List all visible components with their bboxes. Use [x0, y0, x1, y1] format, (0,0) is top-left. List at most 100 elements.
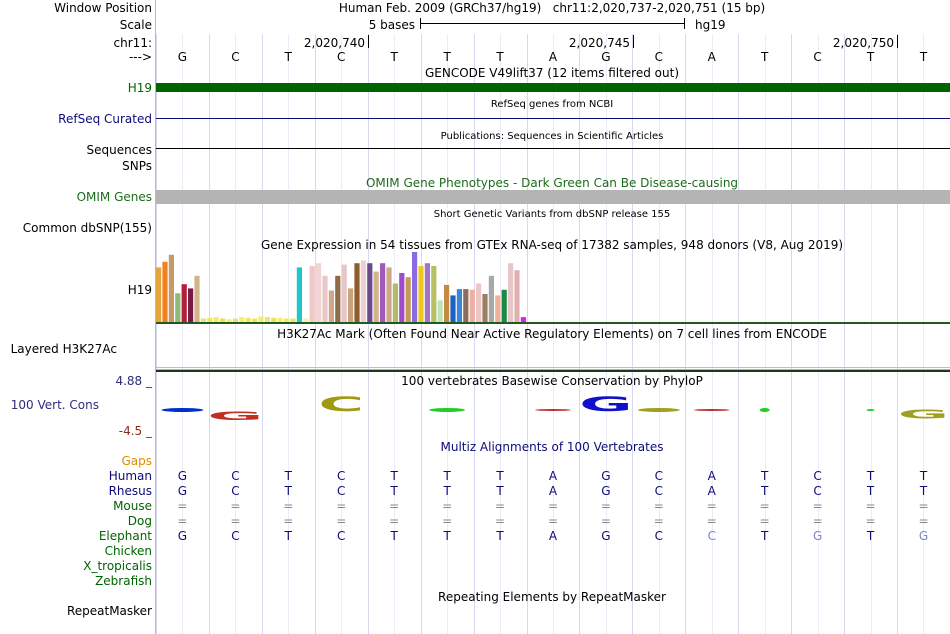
phylop-logo-g[interactable]: G — [579, 393, 633, 416]
dbsnp-title[interactable]: Short Genetic Variants from dbSNP releas… — [434, 209, 671, 220]
gtex-tissue-bar[interactable] — [220, 318, 226, 323]
gtex-tissue-bar[interactable] — [328, 290, 334, 323]
gtex-tissue-bar[interactable] — [514, 270, 520, 322]
gtex-tissue-bar[interactable] — [508, 263, 514, 322]
repeatmasker-title[interactable]: Repeating Elements by RepeatMasker — [438, 590, 666, 604]
gtex-tissue-bar[interactable] — [367, 263, 373, 322]
gtex-tissue-bar[interactable] — [290, 318, 296, 323]
gtex-tissue-bar[interactable] — [258, 316, 264, 322]
omim-title[interactable]: OMIM Gene Phenotypes - Dark Green Can Be… — [366, 176, 738, 190]
gtex-tissue-bar[interactable] — [482, 294, 488, 322]
gtex-tissue-bar[interactable] — [309, 266, 315, 322]
gtex-expression-chart[interactable] — [156, 252, 526, 322]
gtex-tissue-bar[interactable] — [392, 283, 398, 323]
gtex-tissue-bar[interactable] — [399, 273, 405, 322]
gtex-tissue-bar[interactable] — [354, 263, 360, 322]
snps-label[interactable]: SNPs — [122, 159, 152, 173]
gtex-tissue-bar[interactable] — [162, 261, 168, 322]
gtex-tissue-bar[interactable] — [284, 318, 290, 323]
phylop-logo-t[interactable] — [759, 408, 770, 412]
gtex-tissue-bar[interactable] — [450, 295, 456, 322]
species-label-chicken[interactable]: Chicken — [105, 544, 152, 558]
phylop-logo-g[interactable]: G — [207, 409, 263, 422]
gtex-tissue-bar[interactable] — [444, 284, 450, 322]
gtex-tissue-bar[interactable] — [380, 263, 386, 322]
gtex-tissue-bar[interactable] — [207, 317, 213, 322]
gtex-title[interactable]: Gene Expression in 54 tissues from GTEx … — [261, 238, 843, 252]
gtex-tissue-bar[interactable] — [341, 264, 347, 322]
species-label-human[interactable]: Human — [109, 469, 152, 483]
phylop-logo-a[interactable] — [693, 409, 730, 411]
gtex-tissue-bar[interactable] — [239, 317, 245, 322]
gtex-tissue-bar[interactable] — [245, 317, 251, 322]
gtex-tissue-bar[interactable] — [252, 318, 258, 323]
gtex-tissue-bar[interactable] — [335, 275, 341, 322]
gtex-tissue-bar[interactable] — [424, 263, 430, 322]
phylop-label[interactable]: 100 Vert. Cons — [11, 398, 99, 412]
gtex-tissue-bar[interactable] — [316, 263, 322, 322]
gtex-tissue-bar[interactable] — [373, 271, 379, 322]
sequences-label[interactable]: Sequences — [87, 143, 152, 157]
phylop-logo-g[interactable]: G — [898, 407, 949, 422]
phylop-logo-t[interactable] — [429, 408, 466, 412]
gtex-tissue-bar[interactable] — [437, 300, 443, 322]
gtex-tissue-bar[interactable] — [495, 295, 501, 322]
dbsnp-label[interactable]: Common dbSNP(155) — [23, 221, 152, 235]
gtex-tissue-bar[interactable] — [200, 318, 206, 323]
gtex-tissue-bar[interactable] — [476, 283, 482, 323]
phylop-logo-g[interactable] — [637, 408, 680, 412]
gtex-tissue-bar[interactable] — [469, 289, 475, 322]
gtex-tissue-bar[interactable] — [156, 267, 162, 322]
gtex-tissue-bar[interactable] — [188, 288, 194, 322]
gtex-tissue-bar[interactable] — [303, 318, 309, 323]
gtex-tissue-bar[interactable] — [168, 254, 174, 322]
phylop-logo-a[interactable] — [534, 409, 571, 411]
gtex-tissue-bar[interactable] — [386, 267, 392, 322]
gtex-tissue-bar[interactable] — [213, 317, 219, 322]
gtex-tissue-bar[interactable] — [405, 277, 411, 322]
phylop-logo-c[interactable] — [161, 408, 204, 412]
omim-feature[interactable] — [156, 190, 950, 204]
gencode-title[interactable]: GENCODE V49lift37 (12 items filtered out… — [425, 66, 679, 80]
gtex-tissue-bar[interactable] — [277, 317, 283, 322]
gtex-tissue-bar[interactable] — [226, 319, 232, 322]
h19-gene-feature[interactable] — [156, 83, 950, 92]
phylop-conservation-logos[interactable]: GC G G — [161, 393, 949, 423]
gtex-tissue-bar[interactable] — [232, 318, 238, 323]
phylop-title[interactable]: 100 vertebrates Basewise Conservation by… — [401, 374, 703, 388]
refseq-title[interactable]: RefSeq genes from NCBI — [491, 99, 613, 110]
h3k27ac-label[interactable]: Layered H3K27Ac — [11, 342, 117, 356]
gtex-label[interactable]: H19 — [128, 283, 152, 297]
gtex-tissue-bar[interactable] — [271, 317, 277, 322]
publications-title[interactable]: Publications: Sequences in Scientific Ar… — [441, 131, 664, 142]
gtex-tissue-bar[interactable] — [520, 317, 526, 322]
gtex-tissue-bar[interactable] — [264, 317, 270, 322]
species-label-elephant[interactable]: Elephant — [99, 529, 152, 543]
gtex-tissue-bar[interactable] — [360, 260, 366, 322]
gtex-tissue-bar[interactable] — [296, 267, 302, 322]
refseq-label[interactable]: RefSeq Curated — [58, 112, 152, 126]
gtex-tissue-bar[interactable] — [463, 289, 469, 322]
species-label-x_tropicalis[interactable]: X_tropicalis — [83, 559, 152, 573]
h3k27ac-signal-lines[interactable] — [156, 367, 950, 372]
species-label-rhesus[interactable]: Rhesus — [109, 484, 152, 498]
gtex-tissue-bar[interactable] — [501, 289, 507, 322]
species-label-zebrafish[interactable]: Zebrafish — [95, 574, 152, 588]
gtex-tissue-bar[interactable] — [412, 252, 418, 322]
multiz-title[interactable]: Multiz Alignments of 100 Vertebrates — [440, 440, 663, 454]
h3k27ac-title[interactable]: H3K27Ac Mark (Often Found Near Active Re… — [277, 327, 827, 341]
gtex-tissue-bar[interactable] — [431, 266, 437, 322]
species-label-dog[interactable]: Dog — [128, 514, 152, 528]
gtex-tissue-bar[interactable] — [348, 288, 354, 322]
gencode-gene-label[interactable]: H19 — [128, 81, 152, 95]
repeatmasker-label[interactable]: RepeatMasker — [67, 604, 152, 618]
gtex-tissue-bar[interactable] — [181, 284, 187, 322]
gtex-tissue-bar[interactable] — [456, 289, 462, 322]
gtex-tissue-bar[interactable] — [488, 275, 494, 322]
gtex-tissue-bar[interactable] — [175, 293, 181, 322]
gtex-tissue-bar[interactable] — [194, 275, 200, 322]
species-label-mouse[interactable]: Mouse — [113, 499, 152, 513]
phylop-logo-t[interactable] — [866, 409, 875, 411]
